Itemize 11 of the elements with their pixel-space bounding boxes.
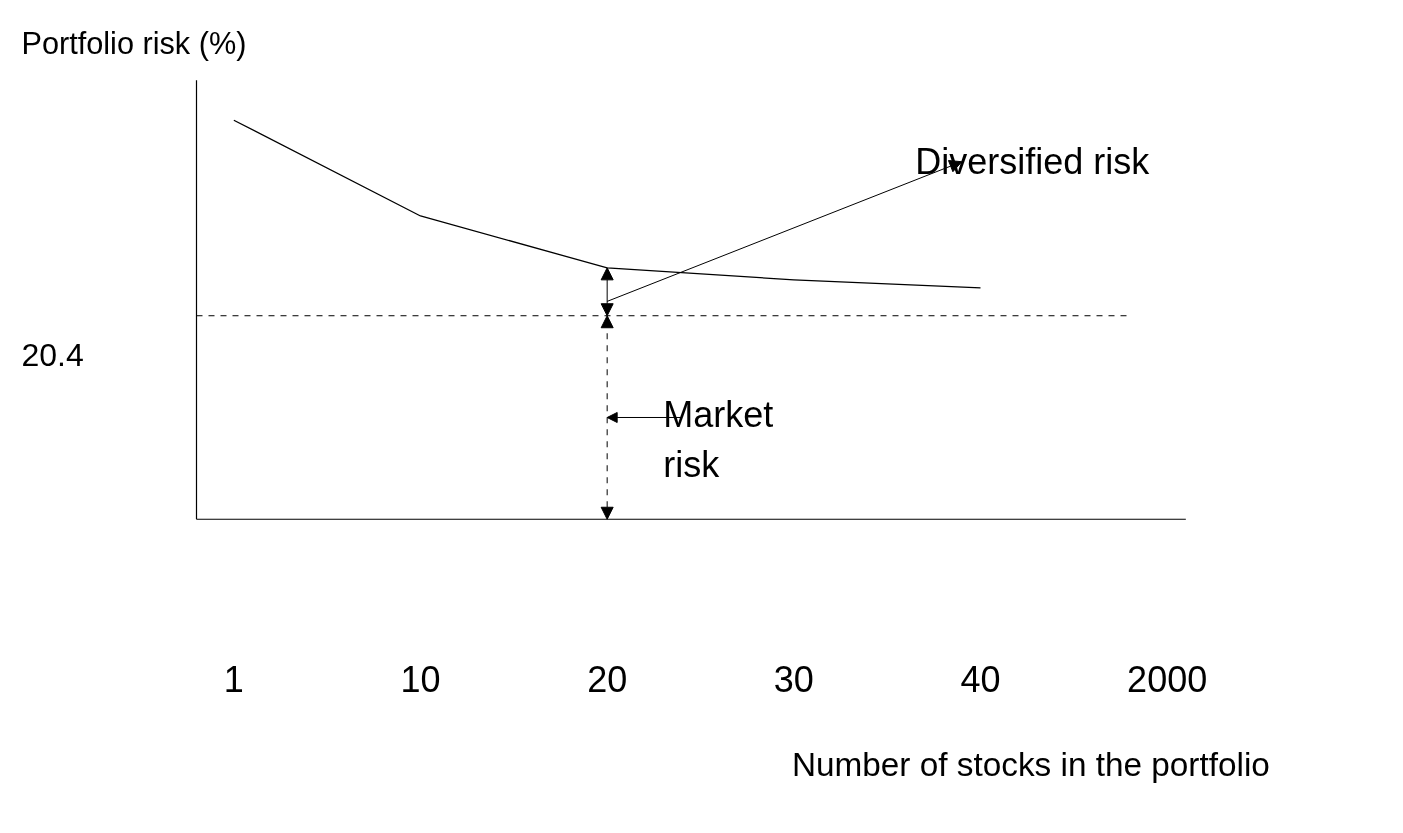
x-tick-label: 1: [223, 658, 244, 700]
x-tick-label: 30: [773, 658, 814, 700]
y-axis-title: Portfolio risk (%): [21, 26, 247, 62]
x-axis-title: Number of stocks in the portfolio: [791, 745, 1270, 783]
x-tick-label: 10: [400, 658, 441, 700]
annotation: Diversified risk: [915, 140, 1151, 182]
x-tick-label: 2000: [1127, 658, 1208, 700]
text: 20.4: [21, 336, 84, 373]
annotation: Market risk: [663, 394, 774, 486]
x-tick-label: 40: [960, 658, 1001, 700]
x-tick-label: 20: [587, 658, 628, 700]
